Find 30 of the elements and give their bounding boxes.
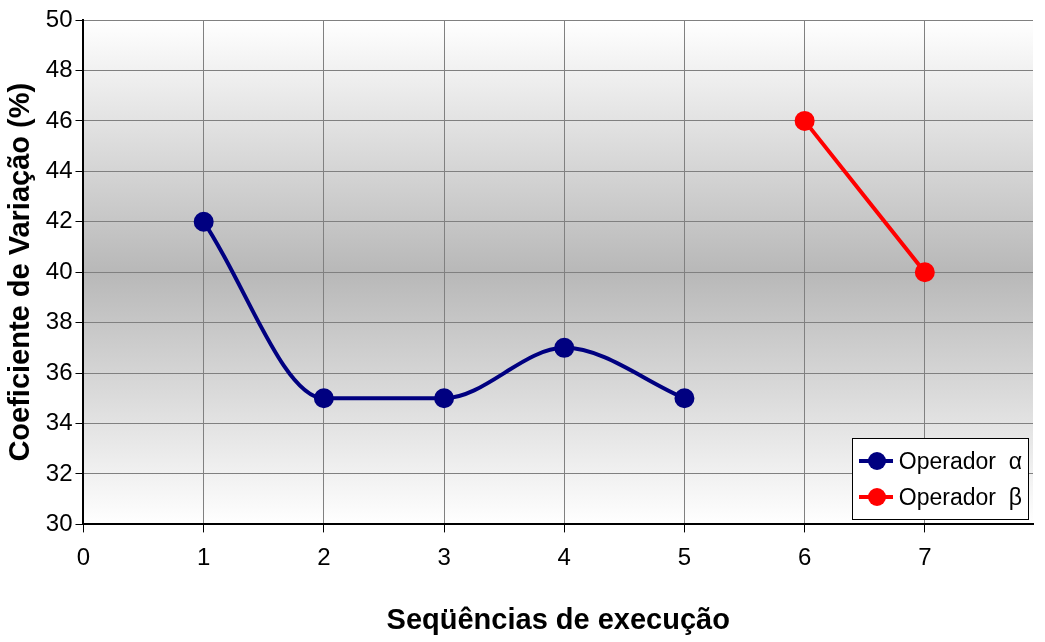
legend-label: Operador α [898, 447, 1022, 475]
point [794, 110, 815, 131]
point [674, 388, 695, 409]
point [193, 211, 214, 232]
point [554, 337, 575, 358]
legend-label: Operador β [898, 483, 1022, 511]
point [434, 388, 455, 409]
x-axis-title: Seqüências de execução [386, 602, 730, 635]
y-tick-label: 34 [45, 408, 73, 436]
x-tick-label: 7 [918, 543, 932, 571]
y-tick-label: 44 [45, 155, 73, 183]
y-tick-label: 36 [45, 357, 73, 385]
point [914, 262, 935, 283]
y-tick-label: 32 [45, 458, 73, 486]
x-tick-label: 5 [677, 543, 692, 571]
x-tick-label: 3 [437, 543, 451, 571]
y-tick-label: 46 [45, 105, 73, 133]
point [313, 388, 334, 409]
y-tick-label: 30 [45, 509, 73, 537]
y-axis-title: Coeficiente de Variação (%) [3, 82, 36, 462]
x-tick-label: 4 [557, 543, 571, 571]
x-tick-label: 0 [76, 543, 91, 571]
y-tick-label: 48 [45, 55, 73, 83]
x-tick-label: 6 [797, 543, 812, 571]
y-tick-label: 50 [45, 4, 73, 32]
x-tick-label: 1 [197, 543, 211, 571]
x-tick-label: 2 [317, 543, 331, 571]
y-tick-label: 38 [45, 307, 73, 335]
y-tick-label: 40 [45, 256, 73, 284]
y-tick-label: 42 [45, 206, 73, 234]
